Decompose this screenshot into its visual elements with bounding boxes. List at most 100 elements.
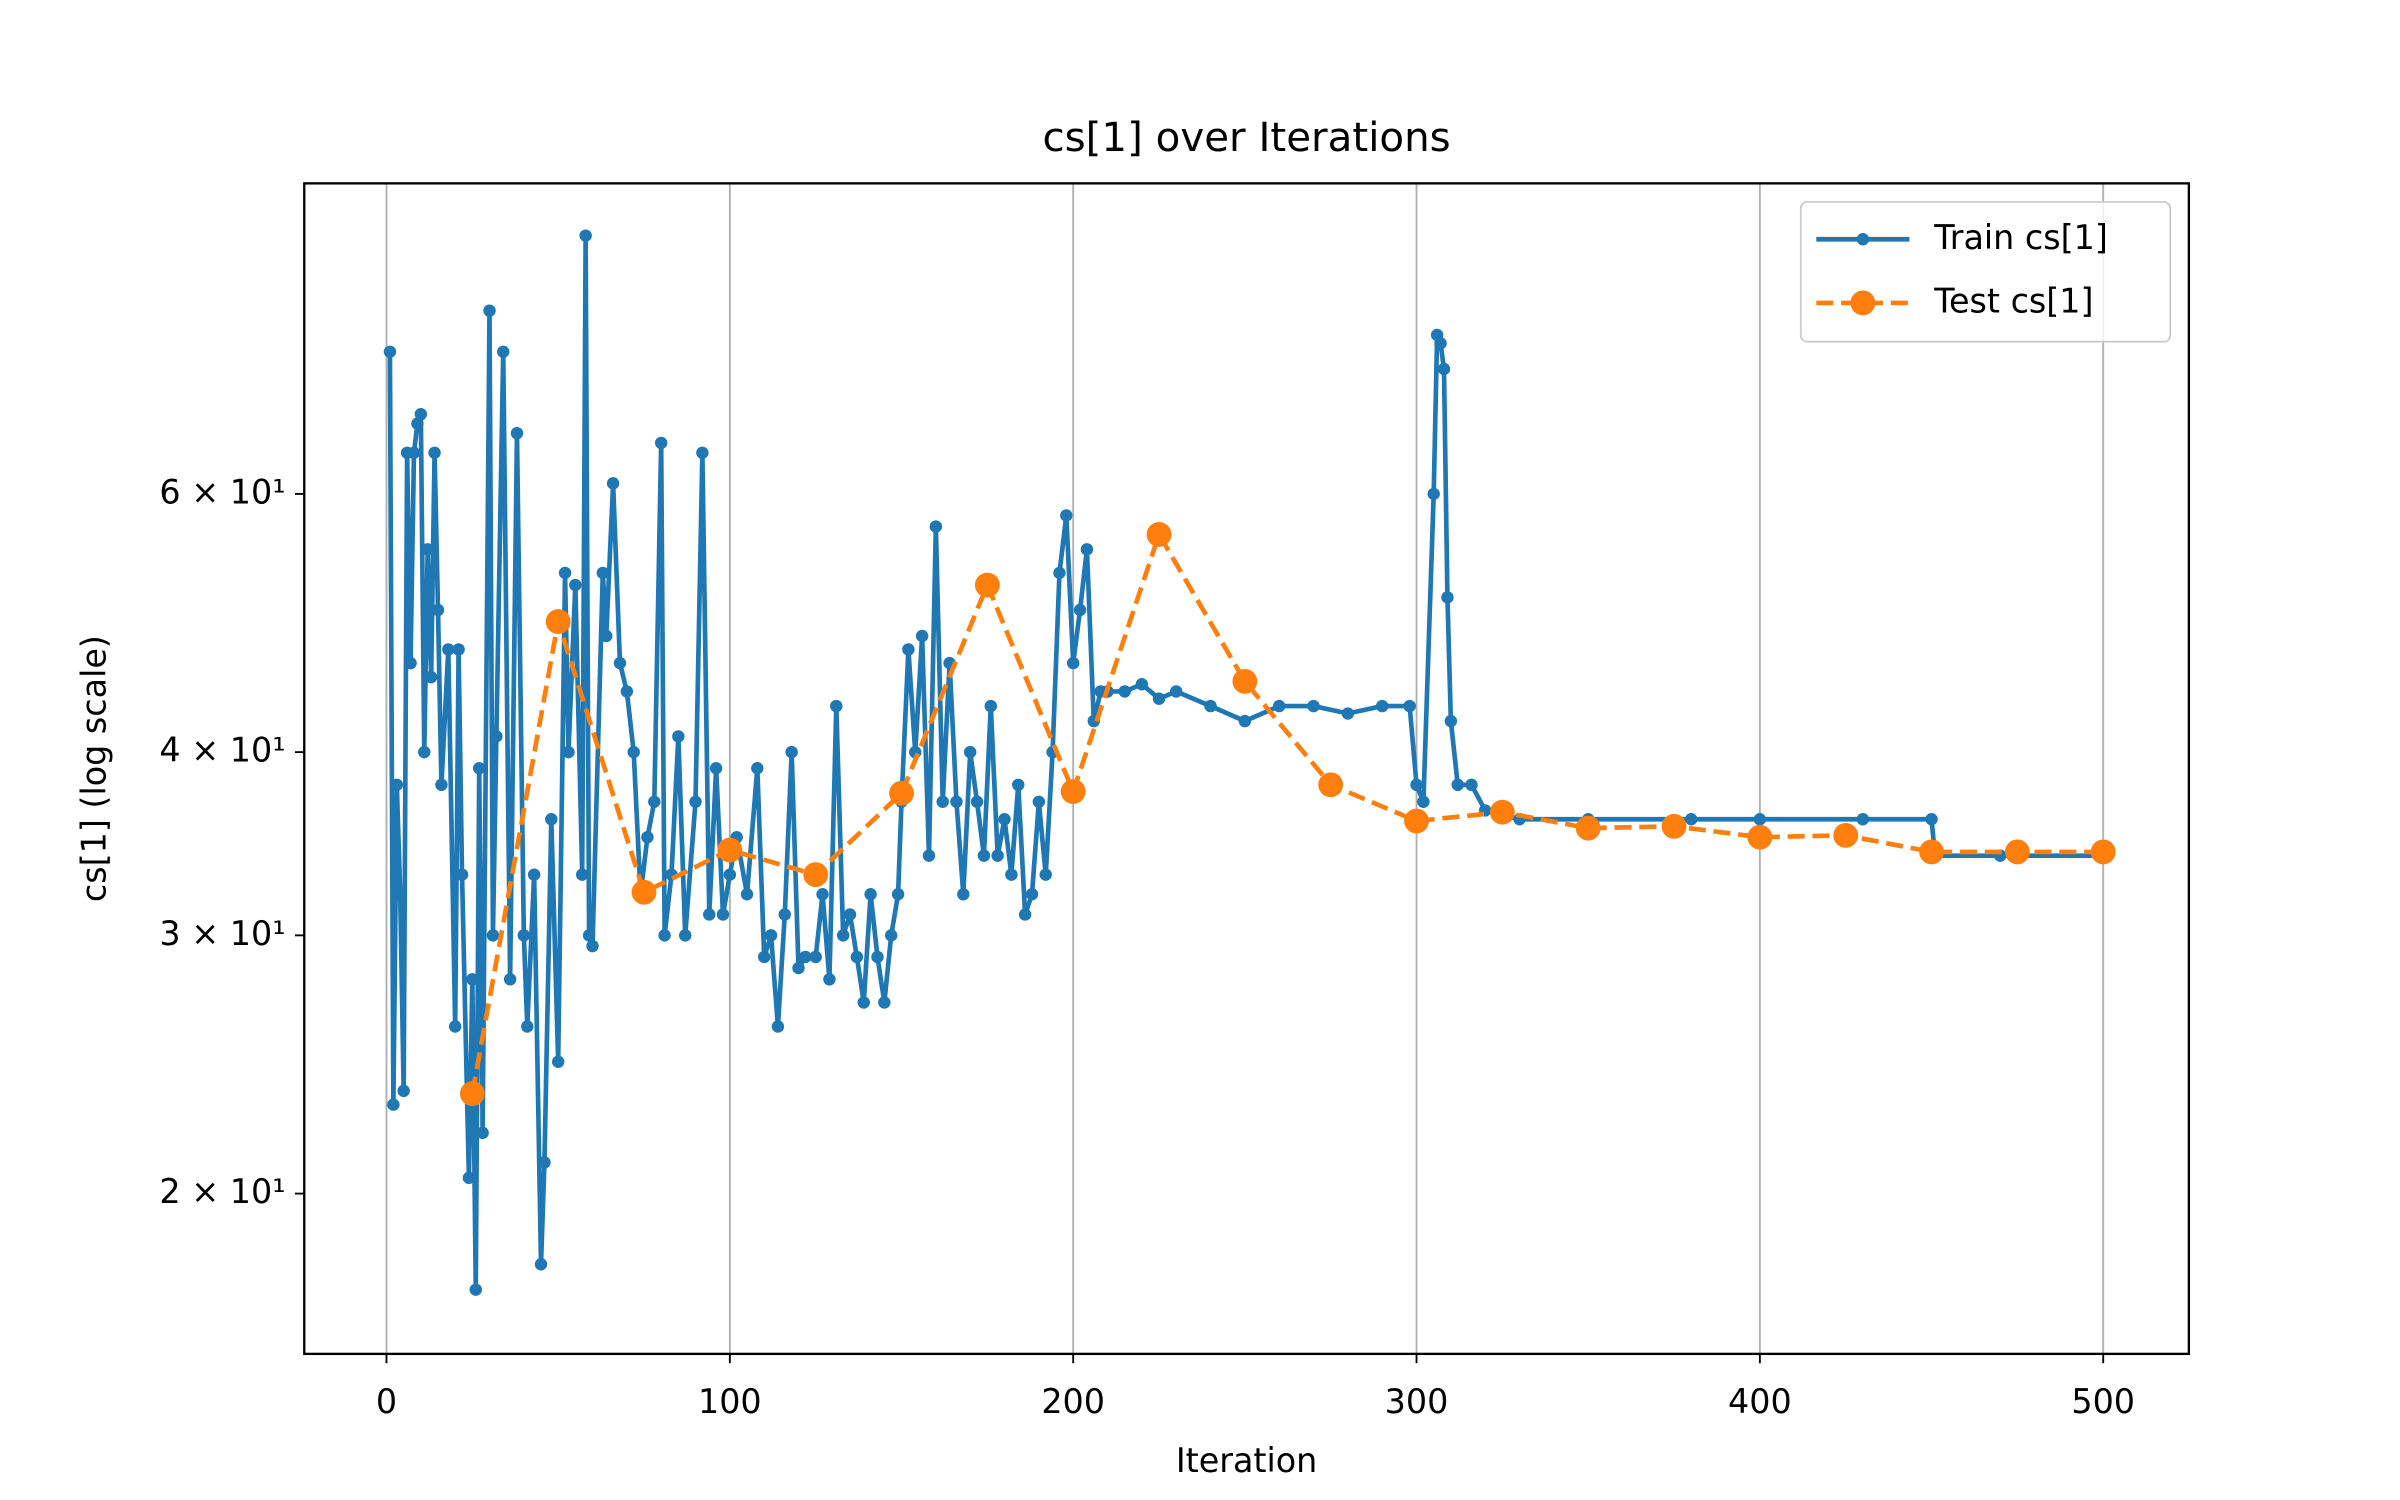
data-point [562,745,575,759]
data-point [510,426,524,440]
data-point [575,868,589,881]
data-point [751,762,764,775]
data-point [1152,692,1166,705]
data-point [582,929,596,942]
chart-title: cs[1] over Iterations [1042,114,1450,161]
data-point [857,996,870,1009]
data-point [1441,591,1454,604]
data-point [428,446,441,460]
data-point [448,1020,462,1033]
data-point [950,795,963,808]
data-point [1417,795,1430,808]
data-point [885,929,898,942]
data-point [1375,699,1389,713]
data-point [1434,337,1447,350]
data-point [545,813,558,826]
data-point [703,908,716,921]
data-point [620,685,634,698]
y-tick-label: 6 × 10¹ [159,472,285,511]
data-point [803,862,829,888]
y-tick-label: 3 × 10¹ [159,914,285,953]
data-point [431,603,445,617]
data-point [455,868,469,881]
data-point [717,837,743,863]
data-point [497,345,510,358]
data-point [830,699,843,713]
data-point [545,609,571,635]
data-point [771,1020,785,1033]
data-point [383,345,397,358]
data-point [421,543,434,556]
series-line [387,233,2104,1292]
data-point [836,929,850,942]
data-point [418,745,431,759]
data-point [977,849,991,862]
data-point [1039,868,1052,881]
data-point [414,407,428,421]
data-point [1437,362,1451,376]
data-point [1025,888,1039,901]
data-point [1307,699,1320,713]
data-point [2004,839,2030,865]
data-point [483,304,496,317]
data-point [613,656,627,670]
data-point [641,830,654,844]
data-point [1012,778,1025,792]
data-point [1032,795,1046,808]
data-point [1018,908,1032,921]
data-point [517,929,531,942]
data-point [864,888,877,901]
data-point [1661,813,1687,839]
data-point [678,929,692,942]
data-point [503,973,517,986]
data-point [631,879,657,905]
data-point [462,1171,476,1185]
y-tick-label: 4 × 10¹ [159,731,285,770]
data-point [1146,522,1172,547]
x-tick-label: 500 [2071,1382,2135,1421]
data-point [1073,603,1087,617]
data-point [1118,685,1131,698]
data-point [397,1084,410,1098]
data-point [970,795,984,808]
legend-label: Train cs[1] [1933,218,2108,257]
data-point [1318,772,1344,798]
data-point [957,888,970,901]
data-point [404,656,417,670]
x-tick-label: 0 [376,1382,397,1421]
data-point [689,795,702,808]
data-point [411,417,424,430]
data-point [490,730,503,743]
data-point [1489,799,1515,825]
data-point [558,566,572,580]
data-point [1066,656,1080,670]
data-point [1060,779,1086,804]
data-point [472,762,486,775]
data-point [963,745,977,759]
data-point [1919,839,1944,865]
data-point [394,888,407,901]
data-point [1404,808,1429,834]
data-point [696,446,709,460]
data-point [586,939,599,953]
x-tick-label: 200 [1041,1382,1105,1421]
data-point [648,795,661,808]
data-point [799,950,812,964]
data-point [974,572,1000,598]
data-point [654,436,668,450]
data-point [1444,714,1458,728]
data-point [785,745,798,759]
data-point [922,849,936,862]
data-point [1053,566,1066,580]
data-point [534,1258,548,1271]
data-point [850,950,864,964]
data-point [929,520,943,533]
data-point [1833,822,1859,848]
data-point [2090,839,2116,865]
x-tick-label: 100 [698,1382,762,1421]
data-point [1060,509,1073,522]
y-axis-label: cs[1] (log scale) [75,635,114,902]
series-line [470,532,2104,1095]
data-point [627,745,640,759]
